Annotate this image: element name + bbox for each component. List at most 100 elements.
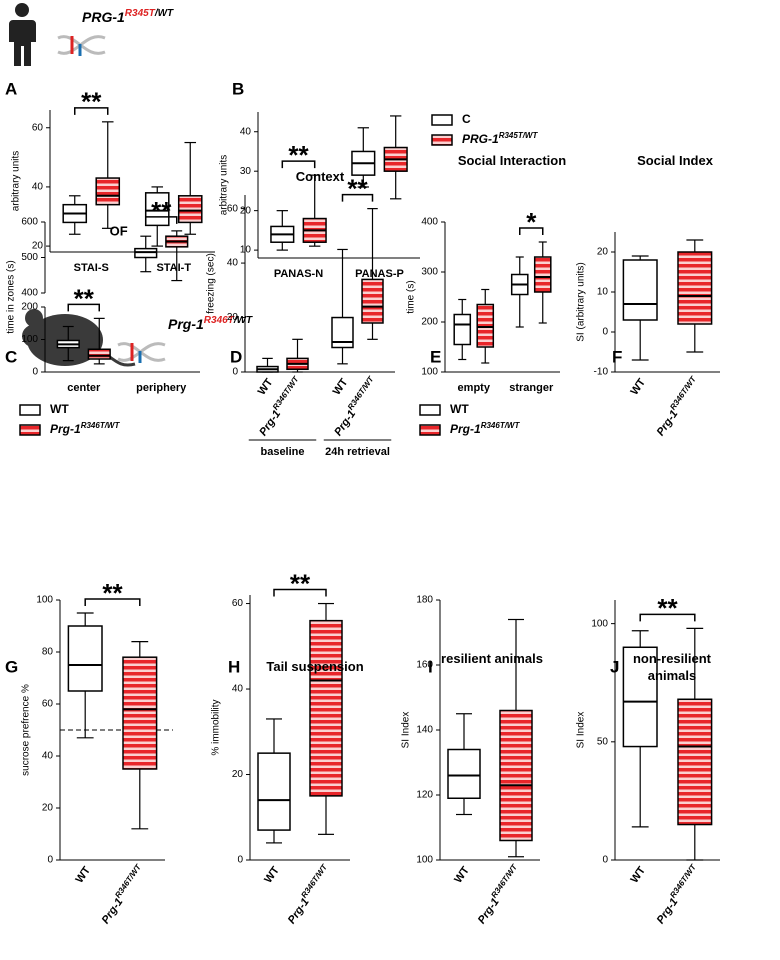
series-name: WT [50, 402, 69, 416]
y-tick-label: 60 [232, 598, 244, 609]
human-genotype: PRG-1R345T/WT [82, 8, 174, 25]
series-name: C [462, 112, 471, 126]
significance-bracket [273, 588, 327, 597]
significance-bracket [67, 303, 100, 312]
series-name: Prg-1 [286, 896, 312, 926]
box [622, 646, 658, 748]
y-axis-label: time in zones (s) [6, 260, 17, 333]
box [309, 619, 343, 797]
y-tick-label: 40 [32, 182, 44, 193]
x-tick-label: stranger [509, 382, 554, 394]
box [331, 316, 354, 349]
y-axis-label: SI (arbitrary units) [576, 262, 587, 341]
y-tick-label: 100 [36, 595, 53, 606]
y-tick-label: 60 [32, 122, 44, 133]
genotype-label: Prg-1R346T/WT [97, 862, 148, 926]
y-tick-label: 20 [597, 247, 609, 258]
panel-letter: D [230, 347, 242, 366]
box [453, 313, 472, 346]
genotype-label: WT [331, 376, 351, 397]
y-tick-label: 140 [416, 725, 433, 736]
panel-letter: B [232, 79, 244, 98]
genotype-label: WT [256, 376, 276, 397]
genotype-label: C [462, 112, 471, 126]
y-tick-label: 400 [421, 217, 438, 228]
panel-letter: A [5, 79, 17, 98]
panel-letter: H [228, 657, 240, 676]
legend-swatch [419, 404, 441, 416]
box [257, 752, 291, 831]
y-tick-label: 10 [597, 287, 609, 298]
significance: ** [81, 87, 102, 117]
y-tick-label: 500 [21, 252, 38, 263]
y-tick-label: 20 [32, 241, 44, 252]
genotype-label: WT [50, 402, 69, 416]
y-tick-label: 20 [42, 803, 54, 814]
y-tick-label: 80 [42, 647, 54, 658]
panel: FSI (arbitrary units)-1001020WTPrg-1R346… [576, 232, 720, 438]
y-axis-label: arbitrary units [11, 151, 22, 212]
x-tick-label: PANAS-P [355, 268, 404, 280]
y-tick-label: 300 [421, 267, 438, 278]
series-name: WT [256, 376, 276, 397]
y-tick-label: 0 [602, 327, 608, 338]
genotype-label: WT [628, 376, 648, 397]
y-tick-label: 20 [232, 769, 244, 780]
y-axis-label: sucrose prefrence % [21, 684, 32, 776]
series-name-sup: R346T/WT [481, 421, 521, 430]
genotype-label: Prg-1R346T/WT [50, 421, 120, 436]
series-name: WT [628, 864, 648, 885]
significance-bracket [639, 613, 696, 622]
dna-icon [117, 342, 166, 363]
y-tick-label: 200 [21, 302, 38, 313]
y-axis-label: SI Index [576, 712, 587, 749]
series-name: WT [73, 864, 93, 885]
mouse-icon [22, 309, 136, 367]
box [177, 195, 203, 224]
y-tick-label: 20 [227, 312, 239, 323]
box [499, 709, 533, 842]
genotype-label: WT [450, 402, 469, 416]
series-name-sup: R346T/WT [668, 374, 698, 412]
y-tick-label: 0 [602, 855, 608, 866]
y-tick-label: 40 [42, 751, 54, 762]
series-name: Prg-1 [654, 408, 680, 438]
y-tick-label: 0 [47, 855, 53, 866]
gene: Prg-1 [168, 316, 204, 332]
y-tick-label: 200 [421, 317, 438, 328]
y-tick-label: 0 [232, 367, 238, 378]
legend-swatch [19, 404, 41, 416]
y-tick-label: 120 [416, 790, 433, 801]
series-name-sup: R346T/WT [668, 862, 698, 900]
significance: ** [657, 593, 678, 623]
significance-bracket [74, 107, 109, 115]
y-axis-label: freezing (sec) [206, 253, 217, 314]
genotype-label: Prg-1R346T/WT [450, 421, 520, 436]
allele: /WT [154, 8, 174, 19]
genotype-label: PRG-1R345T/WT [462, 131, 538, 146]
chart-title: resilient animals [441, 651, 543, 666]
y-tick-label: 100 [591, 618, 608, 629]
genotype-label: WT [628, 864, 648, 885]
genotype-label: Prg-1R346T/WT [473, 862, 524, 926]
legend-swatch [19, 424, 41, 436]
series-name: Prg-1 [450, 422, 481, 436]
series-name-sup: R346T/WT [490, 862, 520, 900]
group-label: baseline [260, 446, 304, 458]
y-tick-label: 600 [21, 217, 38, 228]
panel-letter: C [5, 347, 17, 366]
series-name: WT [628, 376, 648, 397]
significance-bracket [84, 598, 141, 606]
series-name-sup: R345T/WT [499, 131, 539, 140]
series-name: PRG-1 [462, 132, 499, 146]
y-tick-label: 50 [597, 736, 609, 747]
box [677, 698, 713, 826]
legend-swatch [431, 134, 453, 146]
y-axis-label: SI Index [401, 712, 412, 749]
panel-letter: F [612, 347, 622, 366]
